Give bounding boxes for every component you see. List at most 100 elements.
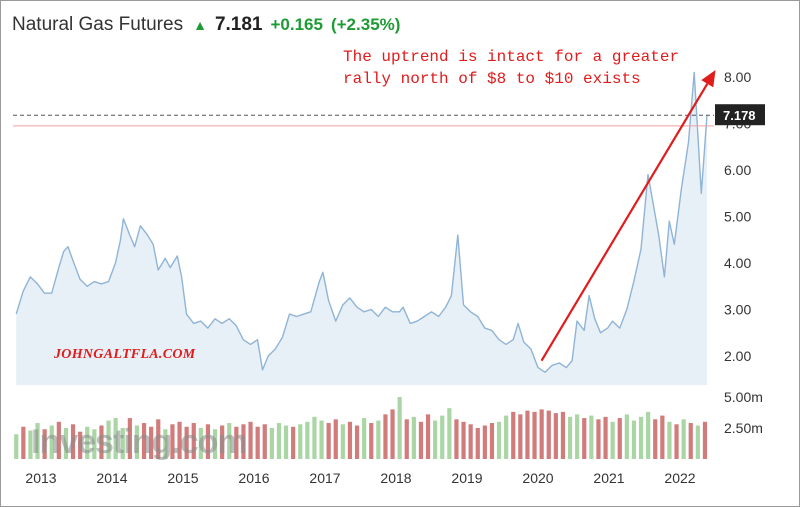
volume-bar [383, 414, 388, 459]
trend-annotation: The uptrend is intact for a greater rall… [343, 48, 680, 88]
volume-bar [468, 424, 473, 459]
time-tick-label: 2013 [25, 470, 56, 486]
volume-bar [425, 414, 431, 459]
volume-bar [220, 425, 225, 459]
volume-bar [653, 419, 658, 459]
volume-bar [326, 423, 331, 459]
volume-bar [525, 410, 530, 459]
volume-bar [440, 415, 445, 459]
watermark-text: JOHNGALTFLA.COM [54, 347, 196, 362]
volume-bars [14, 397, 708, 459]
volume-bar [28, 430, 33, 459]
volume-bar [496, 421, 502, 459]
time-tick-label: 2018 [380, 470, 411, 486]
volume-bar [198, 428, 203, 459]
volume-bar [638, 416, 644, 459]
volume-bar [106, 420, 111, 459]
price-tick-label: 2.00 [724, 348, 751, 364]
volume-bar [170, 424, 175, 459]
volume-bar [177, 421, 182, 459]
volume-bar [390, 409, 395, 459]
volume-bar [283, 425, 289, 459]
time-tick-label: 2021 [593, 470, 624, 486]
trend-arrow [540, 70, 716, 362]
volume-bar [35, 423, 40, 459]
volume-bar [411, 416, 416, 459]
volume-bar [511, 411, 516, 459]
volume-bar [631, 420, 637, 459]
volume-bar [447, 408, 452, 459]
volume-bar [695, 425, 700, 459]
volume-bar [589, 415, 594, 459]
volume-bar [319, 420, 324, 459]
volume-bar [49, 425, 54, 459]
volume-bar [78, 431, 83, 459]
volume-bar [276, 423, 282, 459]
volume-axis: 5.00m 2.50m [724, 389, 763, 436]
volume-bar [141, 423, 147, 459]
volume-bar [85, 426, 90, 459]
price-series-line [15, 71, 708, 373]
price-tick-label: 3.00 [724, 302, 751, 318]
volume-bar [234, 426, 239, 459]
volume-bar [603, 416, 608, 459]
time-tick-label: 2017 [309, 470, 340, 486]
volume-bar [14, 434, 19, 459]
volume-bar [340, 424, 345, 459]
volume-bar [163, 429, 168, 459]
volume-bar [56, 421, 61, 459]
volume-bar [489, 423, 495, 459]
time-tick-label: 2014 [96, 470, 127, 486]
volume-bar [127, 418, 132, 459]
volume-bar [681, 419, 686, 459]
volume-bar [305, 421, 310, 459]
volume-bar [553, 413, 558, 459]
volume-bar [255, 426, 260, 459]
time-tick-label: 2022 [664, 470, 695, 486]
volume-bar [433, 420, 438, 459]
volume-bar [518, 414, 523, 459]
volume-bar [624, 414, 629, 459]
volume-bar [134, 425, 140, 459]
volume-bar [21, 426, 26, 459]
volume-bar [461, 421, 466, 459]
volume-bar [333, 419, 338, 459]
volume-bar [539, 409, 544, 459]
volume-bar [362, 418, 367, 459]
volume-bar [205, 424, 211, 459]
volume-bar [376, 420, 381, 459]
price-tick-label: 6.00 [724, 162, 751, 178]
volume-bar [454, 419, 459, 459]
volume-bar [397, 397, 402, 459]
volume-bar [702, 421, 708, 459]
last-value-box [715, 104, 765, 126]
price-change-percent: (+2.35%) [330, 15, 401, 34]
trend-arrow-shaft [540, 83, 709, 362]
volume-bar [347, 421, 353, 459]
volume-bar [688, 423, 693, 459]
price-area-fill [16, 72, 707, 386]
last-value-label: 7.178 [723, 108, 756, 123]
volume-bar [567, 416, 573, 459]
volume-bar [227, 423, 232, 459]
volume-tick-label: 2.50m [724, 420, 763, 436]
volume-bar [262, 424, 267, 459]
volume-bar [617, 418, 622, 459]
trend-arrowhead [701, 70, 716, 88]
time-tick-label: 2020 [522, 470, 553, 486]
volume-bar [667, 421, 672, 459]
price-tick-label: 4.00 [724, 255, 751, 271]
instrument-title: Natural Gas Futures [12, 14, 184, 35]
volume-bar [120, 428, 125, 459]
logo-wordmark: Investing.com [31, 423, 247, 461]
volume-bar [582, 418, 587, 459]
volume-bar [660, 415, 665, 459]
volume-bar [369, 423, 374, 459]
volume-bar [291, 426, 296, 459]
price-tick-label: 8.00 [724, 69, 751, 85]
volume-bar [42, 429, 47, 459]
volume-bar [546, 410, 551, 459]
volume-bar [191, 423, 196, 459]
last-price: 7.181 [214, 14, 263, 35]
